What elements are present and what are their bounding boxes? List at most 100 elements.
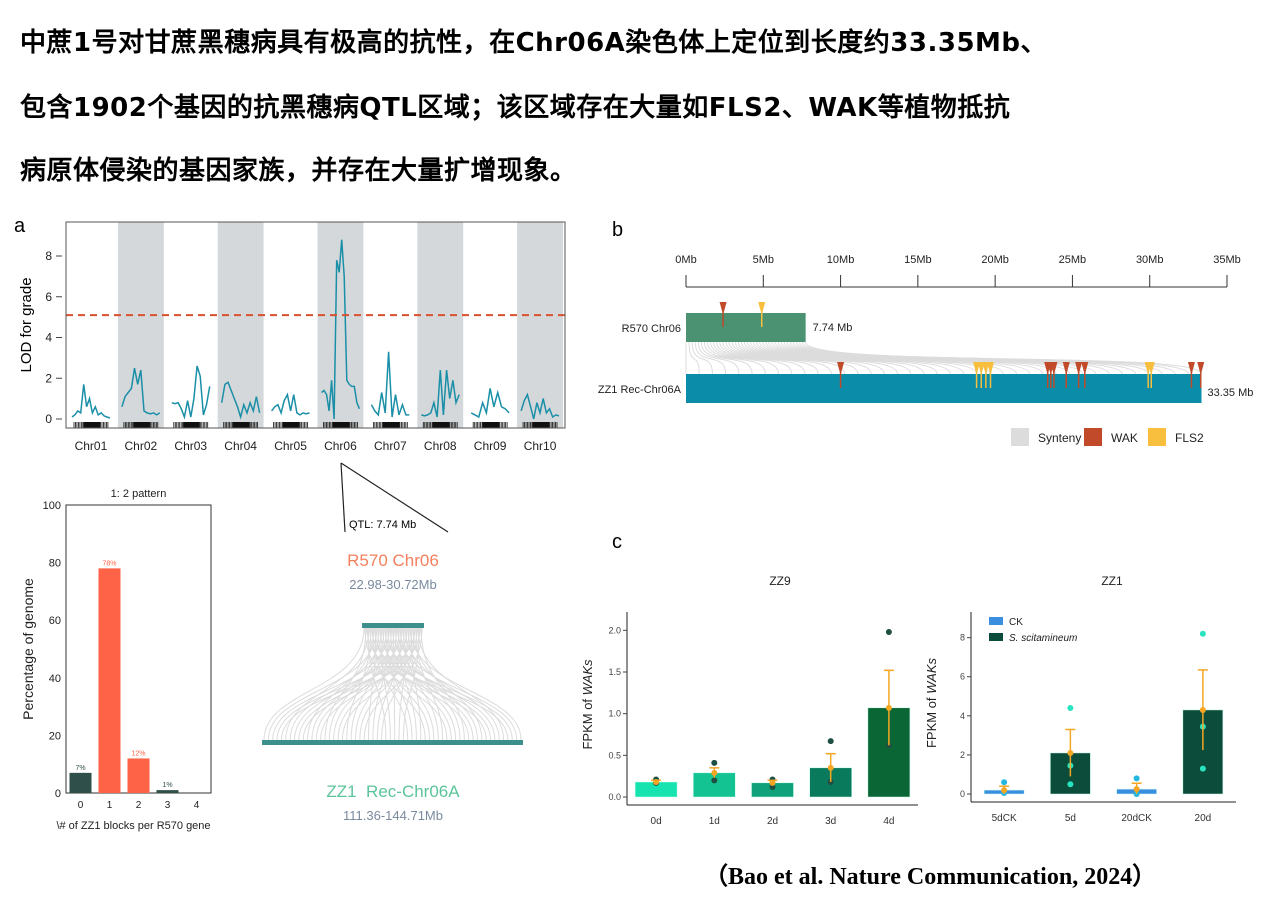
chart-title-zz1: ZZ1	[1101, 574, 1123, 588]
synteny-link	[293, 627, 395, 741]
wak-marker	[1075, 362, 1083, 375]
synteny-ribbon	[697, 341, 740, 375]
synteny-link	[410, 627, 422, 741]
histogram-x-tick: 0	[78, 800, 84, 811]
x-tick-label: 5d	[1065, 813, 1076, 824]
data-point	[711, 759, 718, 766]
lod-curve-Chr08	[421, 370, 460, 418]
synteny-link	[267, 627, 378, 741]
synteny-link	[381, 627, 415, 741]
mean-point	[1067, 749, 1074, 756]
scale-label: 15Mb	[904, 254, 932, 266]
x-tick-label: 5dCK	[992, 813, 1017, 824]
y-tick-label: 0	[960, 789, 965, 799]
zz1-rec-chr06a-label: ZZ1 Rec-Chr06A	[326, 782, 460, 801]
wak-marker	[1050, 362, 1058, 375]
legend-label-wak: WAK	[1111, 431, 1138, 445]
histogram-y-tick: 40	[49, 673, 61, 685]
synteny-link	[337, 627, 405, 741]
data-point	[1133, 775, 1140, 782]
data-point	[769, 784, 776, 790]
synteny-link	[387, 627, 474, 741]
synteny-link	[315, 627, 400, 741]
synteny-ribbon	[713, 341, 806, 375]
fls2-marker	[1147, 362, 1155, 375]
lod-y-tick: 6	[45, 290, 52, 304]
chromosome-band-Chr10	[517, 222, 563, 428]
y-tick-label: 1.5	[608, 667, 621, 677]
chromosome-label-Chr02: Chr02	[125, 439, 158, 453]
histogram-x-axis-label: \# of ZZ1 blocks per R570 gene	[56, 820, 210, 832]
y-tick-label: 1.0	[608, 709, 621, 719]
synteny-link	[397, 627, 417, 741]
lod-curve-Chr02	[121, 367, 161, 416]
scale-label: 25Mb	[1059, 254, 1087, 266]
synteny-ribbon	[703, 341, 766, 375]
data-point	[827, 738, 834, 745]
chromosome-band-Chr02	[117, 222, 164, 428]
lod-y-tick: 2	[45, 371, 52, 385]
synteny-link	[392, 627, 396, 741]
qtl-size-label: QTL: 7.74 Mb	[349, 519, 416, 531]
histogram-bar-label: 1%	[162, 782, 172, 789]
zz1-segment	[262, 740, 523, 745]
mean-point	[711, 769, 718, 776]
x-tick-label: 20dCK	[1121, 813, 1152, 824]
x-tick-label: 3d	[825, 816, 836, 827]
mean-point	[1199, 706, 1206, 713]
lod-curve-Chr04	[220, 381, 261, 420]
mean-point	[1133, 786, 1140, 793]
histogram-x-tick: 4	[194, 800, 200, 811]
synteny-link	[420, 627, 465, 741]
zz1-length-label: 33.35 Mb	[1207, 387, 1253, 399]
scale-label: 30Mb	[1136, 254, 1164, 266]
lod-curve-Chr05	[271, 392, 310, 416]
mean-point	[653, 779, 660, 785]
y-axis-label-gene: WAKs	[580, 659, 595, 695]
lod-y-tick: 8	[45, 249, 52, 263]
histogram-y-axis-label: Percentage of genome	[20, 578, 36, 720]
lod-y-tick: 4	[45, 331, 52, 345]
histogram-bar-3	[156, 790, 179, 793]
synteny-link	[372, 627, 390, 741]
lod-curve-Chr06	[321, 239, 361, 420]
histogram-title: 1: 2 pattern	[111, 488, 167, 500]
chromosome-label-Chr03: Chr03	[174, 439, 207, 453]
synteny-link	[363, 627, 423, 741]
scale-label: 20Mb	[981, 254, 1009, 266]
synteny-ribbon	[706, 341, 780, 375]
synteny-link	[341, 627, 418, 741]
scale-label: 5Mb	[753, 254, 774, 266]
x-tick-label: 4d	[883, 816, 894, 827]
synteny-link	[364, 627, 426, 741]
synteny-ribbon	[694, 341, 727, 375]
zz1-bar-chart: ZZ1 0 2 4 6 8 5dCK 5d 20dCK 20d FPKM of WAKs CK S. s…	[924, 574, 1236, 824]
histogram-y-tick: 80	[49, 558, 61, 570]
wak-marker	[1187, 362, 1195, 375]
synteny-link	[376, 627, 402, 741]
data-point	[885, 629, 892, 635]
r570-segment	[362, 623, 424, 628]
scale-label: 0Mb	[675, 254, 696, 266]
fls2-marker	[973, 362, 981, 375]
legend-label-synteny: Synteny	[1038, 431, 1081, 445]
lod-curve-Chr07	[370, 351, 410, 418]
synteny-link	[399, 627, 478, 741]
citation: （Bao et al. Nature Communication, 2024）	[704, 864, 1157, 890]
mean-point	[769, 779, 776, 786]
headline-line-1: 中蔗1号对甘蔗黑穗病具有极高的抗性，在Chr06A染色体上定位到长度约33.35…	[20, 28, 1048, 58]
synteny-link	[272, 627, 391, 741]
synteny-link	[385, 627, 413, 741]
chromosome-label-Chr07: Chr07	[374, 439, 407, 453]
zz1-range-label: 111.36-144.71Mb	[343, 808, 443, 823]
scale-label: 35Mb	[1213, 254, 1241, 266]
fls2-marker	[758, 302, 766, 315]
mean-point	[827, 764, 834, 771]
histogram-bar-label: 7%	[75, 765, 85, 772]
legend-label-ck: CK	[1009, 617, 1023, 628]
synteny-link	[415, 627, 444, 741]
synteny-link	[398, 627, 407, 741]
synteny-link	[302, 627, 421, 741]
legend-swatch-fls2	[1148, 428, 1166, 446]
synteny-link	[417, 627, 505, 741]
